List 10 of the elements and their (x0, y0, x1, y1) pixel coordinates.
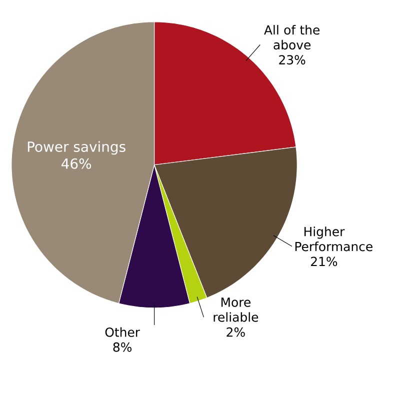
slice-label: All of the above (264, 24, 320, 50)
slice-label: Power savings (28, 141, 126, 155)
data-label: 46% (62, 158, 92, 169)
data-label: 23% (279, 55, 306, 64)
slice-label: Other (105, 327, 140, 337)
data-label: 21% (311, 256, 338, 266)
slice-label: More reliable (214, 298, 258, 322)
slice-label: Higher Performance (295, 226, 372, 252)
data-label: 2% (226, 327, 245, 337)
data-label: 8% (113, 342, 132, 352)
